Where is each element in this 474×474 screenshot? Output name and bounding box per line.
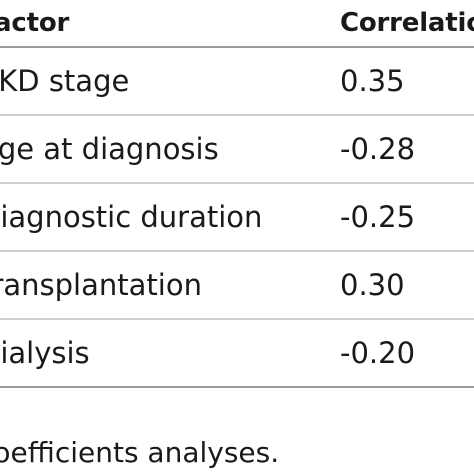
correlation-cell: 0.30 — [318, 251, 474, 320]
header-factor: Factor — [0, 0, 318, 48]
table-caption: coefficients analyses. — [0, 436, 280, 469]
factor-cell: CKD stage — [0, 47, 318, 116]
header-row: Factor Correlation — [0, 0, 474, 48]
correlation-cell: -0.25 — [318, 183, 474, 252]
correlation-table-container: Factor Correlation CKD stage 0.35 Age at… — [0, 0, 474, 388]
table-row: CKD stage 0.35 — [0, 47, 474, 116]
factor-cell: Age at diagnosis — [0, 115, 318, 184]
table-row: Transplantation 0.30 — [0, 251, 474, 320]
correlation-cell: 0.35 — [318, 47, 474, 116]
header-correlation: Correlation — [318, 0, 474, 48]
table-body: CKD stage 0.35 Age at diagnosis -0.28 Di… — [0, 47, 474, 388]
factor-cell: Diagnostic duration — [0, 183, 318, 252]
table-row: Dialysis -0.20 — [0, 319, 474, 388]
correlation-cell: -0.20 — [318, 319, 474, 388]
factor-cell: Transplantation — [0, 251, 318, 320]
correlation-table: Factor Correlation CKD stage 0.35 Age at… — [0, 0, 474, 388]
table-row: Age at diagnosis -0.28 — [0, 115, 474, 184]
factor-cell: Dialysis — [0, 319, 318, 388]
table-header: Factor Correlation — [0, 0, 474, 48]
correlation-cell: -0.28 — [318, 115, 474, 184]
table-row: Diagnostic duration -0.25 — [0, 183, 474, 252]
